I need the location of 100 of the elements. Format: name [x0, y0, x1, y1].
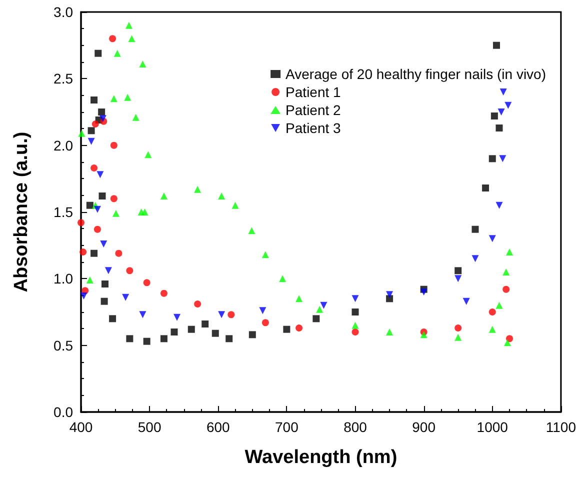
point	[496, 302, 503, 309]
point	[80, 292, 88, 300]
point	[228, 311, 235, 318]
point	[262, 251, 269, 258]
point	[126, 335, 134, 342]
point	[259, 307, 266, 314]
point	[94, 206, 101, 213]
legend-label: Patient 2	[286, 102, 342, 118]
point	[128, 35, 136, 42]
point	[420, 331, 428, 338]
point	[496, 202, 503, 209]
point	[218, 192, 226, 200]
point	[90, 250, 98, 257]
point	[173, 314, 180, 321]
point	[386, 328, 394, 336]
point	[160, 192, 168, 200]
point	[296, 324, 303, 332]
point	[96, 171, 104, 178]
point	[454, 324, 462, 332]
point	[262, 319, 269, 326]
point	[143, 338, 150, 345]
point	[500, 88, 507, 96]
y-tick-label: 1.0	[54, 270, 74, 287]
point	[124, 94, 132, 101]
point	[482, 184, 490, 192]
point	[160, 290, 168, 297]
point	[386, 291, 394, 298]
point	[232, 202, 239, 209]
point	[420, 288, 428, 296]
point	[454, 267, 462, 274]
point	[488, 326, 496, 333]
x-axis-title: Wavelength (nm)	[244, 447, 398, 468]
point	[104, 267, 112, 274]
point	[144, 151, 152, 158]
point	[90, 96, 98, 104]
point	[316, 306, 324, 313]
point	[115, 250, 122, 257]
x-tick-label: 600	[206, 419, 230, 435]
point	[98, 192, 106, 200]
point	[454, 334, 462, 341]
x-tick-label: 500	[138, 419, 162, 435]
legend-label: Patient 1	[286, 84, 342, 100]
point	[110, 195, 118, 202]
point	[492, 42, 500, 49]
point	[194, 186, 202, 193]
point	[139, 60, 146, 68]
point	[122, 294, 130, 301]
point	[502, 286, 510, 293]
point	[496, 124, 503, 132]
point	[100, 298, 108, 305]
x-tick-label: 700	[275, 419, 299, 435]
legend-label: Patient 3	[286, 120, 342, 136]
point	[472, 226, 479, 233]
point	[499, 155, 506, 162]
point	[194, 300, 202, 308]
point	[352, 322, 359, 329]
y-tick-label: 0.0	[54, 404, 74, 420]
point	[506, 248, 514, 256]
point	[88, 127, 95, 134]
point	[506, 335, 514, 342]
point	[110, 95, 118, 102]
point	[490, 112, 498, 120]
y-tick-label: 1.5	[54, 204, 74, 220]
point	[248, 331, 256, 338]
point	[132, 114, 140, 121]
point	[143, 279, 150, 286]
point	[386, 295, 394, 302]
x-tick-label: 400	[69, 419, 93, 435]
point	[226, 335, 233, 342]
point	[78, 130, 86, 137]
point	[352, 295, 359, 302]
point	[312, 315, 320, 322]
point	[78, 219, 84, 226]
point	[99, 115, 106, 122]
point	[283, 326, 290, 333]
point	[101, 280, 108, 288]
point	[462, 298, 470, 305]
point	[352, 308, 359, 316]
point	[488, 155, 496, 162]
point	[94, 50, 102, 57]
point	[202, 320, 209, 328]
point	[114, 50, 121, 57]
legend-label: Average of 20 healthy finger nails (in vivo)	[286, 66, 546, 82]
point	[504, 102, 512, 109]
point	[109, 315, 116, 322]
y-axis-title: Absorbance (a.u.)	[11, 132, 32, 292]
y-tick-label: 2.5	[54, 70, 74, 87]
y-tick-label: 3.0	[54, 4, 74, 20]
point	[92, 120, 99, 128]
point	[98, 108, 106, 116]
x-tick-label: 800	[344, 419, 368, 435]
point	[100, 240, 108, 248]
point	[88, 138, 95, 145]
point	[279, 275, 286, 282]
point	[188, 326, 195, 333]
point	[352, 328, 359, 336]
point	[488, 308, 496, 316]
point	[80, 248, 87, 256]
point	[320, 302, 328, 309]
point	[141, 208, 148, 216]
